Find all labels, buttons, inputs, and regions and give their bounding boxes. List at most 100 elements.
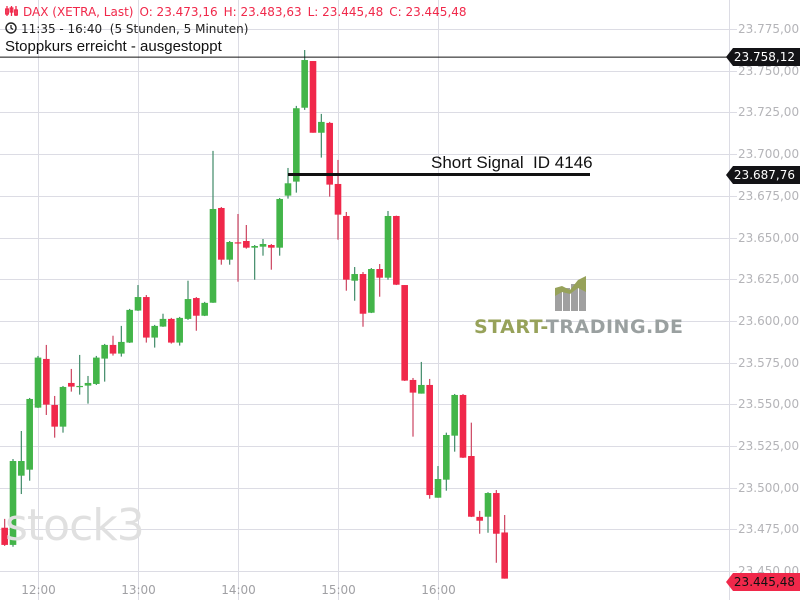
candle-body bbox=[334, 183, 342, 215]
candle-body bbox=[268, 245, 275, 248]
candle-body bbox=[259, 244, 267, 247]
candle bbox=[1, 518, 8, 546]
x-tick-label: 12:00 bbox=[21, 583, 56, 597]
candle bbox=[43, 344, 50, 415]
candle-body bbox=[159, 318, 167, 327]
time-range: 11:35 - 16:40 (5 Stunden, 5 Minuten) bbox=[5, 22, 248, 36]
candle bbox=[176, 316, 183, 346]
candle bbox=[309, 61, 317, 133]
candle-body bbox=[234, 242, 242, 244]
x-tick-label: 16:00 bbox=[421, 583, 456, 597]
candle-body bbox=[426, 384, 433, 496]
candle-body bbox=[226, 242, 233, 260]
candle-body bbox=[143, 297, 150, 338]
candle bbox=[343, 211, 350, 291]
candle-body bbox=[126, 309, 133, 343]
annotation-lines bbox=[0, 56, 729, 177]
candle-body bbox=[359, 274, 367, 314]
candle bbox=[68, 368, 75, 392]
clock-icon bbox=[5, 22, 17, 34]
candle-body bbox=[484, 493, 492, 517]
candle-body bbox=[459, 394, 467, 458]
logo-text-start: START- bbox=[474, 316, 546, 338]
candle bbox=[301, 50, 308, 110]
candle-body bbox=[493, 493, 500, 534]
candle-body bbox=[418, 384, 425, 394]
candle bbox=[251, 245, 258, 280]
candle bbox=[501, 515, 508, 579]
candle bbox=[209, 150, 217, 303]
candle bbox=[134, 285, 142, 311]
candle bbox=[493, 490, 500, 563]
y-tick-label: 23.550,00 bbox=[738, 396, 800, 411]
candle bbox=[201, 301, 208, 317]
y-tick-label: 23.600,00 bbox=[738, 313, 800, 328]
bar-chart-logo-icon bbox=[555, 276, 586, 311]
candle-body bbox=[118, 341, 125, 354]
close-value: C: 23.445,48 bbox=[389, 5, 467, 19]
candle bbox=[401, 285, 408, 381]
candle bbox=[218, 206, 225, 265]
grid bbox=[0, 0, 737, 600]
candle-body bbox=[434, 479, 442, 498]
x-tick-label: 14:00 bbox=[221, 583, 256, 597]
y-tick-label: 23.700,00 bbox=[738, 146, 800, 161]
candle-body bbox=[101, 344, 108, 359]
candle bbox=[443, 432, 450, 491]
candle bbox=[109, 335, 117, 356]
candles bbox=[1, 50, 508, 579]
candle bbox=[226, 241, 233, 265]
candle bbox=[126, 308, 133, 343]
candle bbox=[268, 244, 275, 270]
candle bbox=[484, 492, 492, 533]
candle-body bbox=[93, 357, 100, 384]
short-signal-label: Short Signal ID 4146 bbox=[431, 153, 593, 172]
candle-body bbox=[468, 456, 475, 517]
candles-icon bbox=[5, 6, 18, 16]
candle-body bbox=[43, 358, 50, 405]
logo-text-trading: TRADING.DE bbox=[545, 316, 684, 338]
candle bbox=[18, 430, 25, 495]
candle-body bbox=[326, 122, 333, 185]
candle-body bbox=[84, 382, 92, 386]
candle-body bbox=[209, 208, 217, 303]
high-value: H: 23.483,63 bbox=[223, 5, 302, 19]
candle-body bbox=[351, 274, 358, 281]
candle-body bbox=[318, 121, 325, 133]
candle-body bbox=[243, 241, 250, 248]
candle bbox=[451, 393, 458, 452]
candle-body bbox=[168, 318, 175, 343]
candle bbox=[434, 466, 442, 498]
candle bbox=[468, 422, 475, 518]
candle-body bbox=[284, 183, 292, 196]
x-tick-label: 15:00 bbox=[321, 583, 356, 597]
candle bbox=[9, 459, 17, 547]
y-tick-label: 23.775,00 bbox=[738, 21, 800, 36]
candle-body bbox=[401, 285, 408, 381]
y-tick-label: 23.525,00 bbox=[738, 438, 800, 453]
interval-label: (5 Stunden, 5 Minuten) bbox=[109, 22, 249, 36]
ohlc-legend: DAX (XETRA, Last) O: 23.473,16 H: 23.483,6… bbox=[5, 5, 473, 19]
candle-body bbox=[34, 357, 42, 408]
candle-body bbox=[443, 434, 450, 480]
candle bbox=[318, 113, 325, 158]
candle-body bbox=[1, 527, 8, 545]
candle-body bbox=[409, 379, 417, 393]
candle bbox=[184, 280, 192, 320]
y-tick-label: 23.500,00 bbox=[738, 480, 800, 495]
candle-body bbox=[176, 317, 183, 343]
candle bbox=[193, 297, 200, 331]
candle bbox=[326, 121, 333, 197]
candle-body bbox=[368, 269, 375, 313]
candle-body bbox=[301, 60, 308, 108]
candle bbox=[384, 210, 392, 280]
candle-body bbox=[76, 385, 83, 388]
candle bbox=[293, 105, 300, 193]
candle-body bbox=[384, 215, 392, 278]
y-tick-label: 23.725,00 bbox=[738, 104, 800, 119]
candle-body bbox=[201, 302, 208, 316]
candle-body bbox=[18, 461, 25, 476]
candle-body bbox=[59, 386, 67, 427]
candle bbox=[143, 295, 150, 343]
